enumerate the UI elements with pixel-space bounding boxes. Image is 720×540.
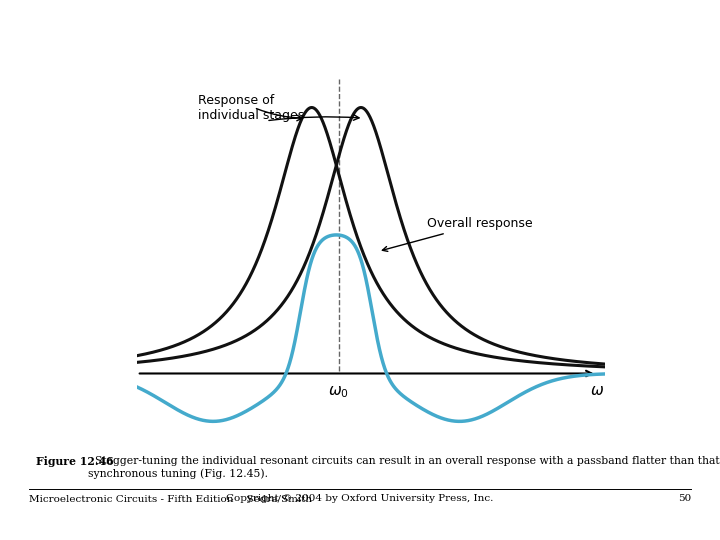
Text: Figure 12.46: Figure 12.46 [36, 456, 114, 467]
Text: Copyright © 2004 by Oxford University Press, Inc.: Copyright © 2004 by Oxford University Pr… [226, 494, 494, 503]
Text: $\omega_0$: $\omega_0$ [328, 384, 349, 400]
Text: Overall response: Overall response [382, 217, 533, 252]
Text: Stagger-tuning the individual resonant circuits can result in an overall respons: Stagger-tuning the individual resonant c… [88, 456, 720, 478]
Text: Response of
individual stages: Response of individual stages [199, 94, 305, 122]
Text: Microelectronic Circuits - Fifth Edition    Sedra/Smith: Microelectronic Circuits - Fifth Edition… [29, 494, 312, 503]
Text: $\omega$: $\omega$ [590, 384, 603, 398]
Text: 50: 50 [678, 494, 691, 503]
